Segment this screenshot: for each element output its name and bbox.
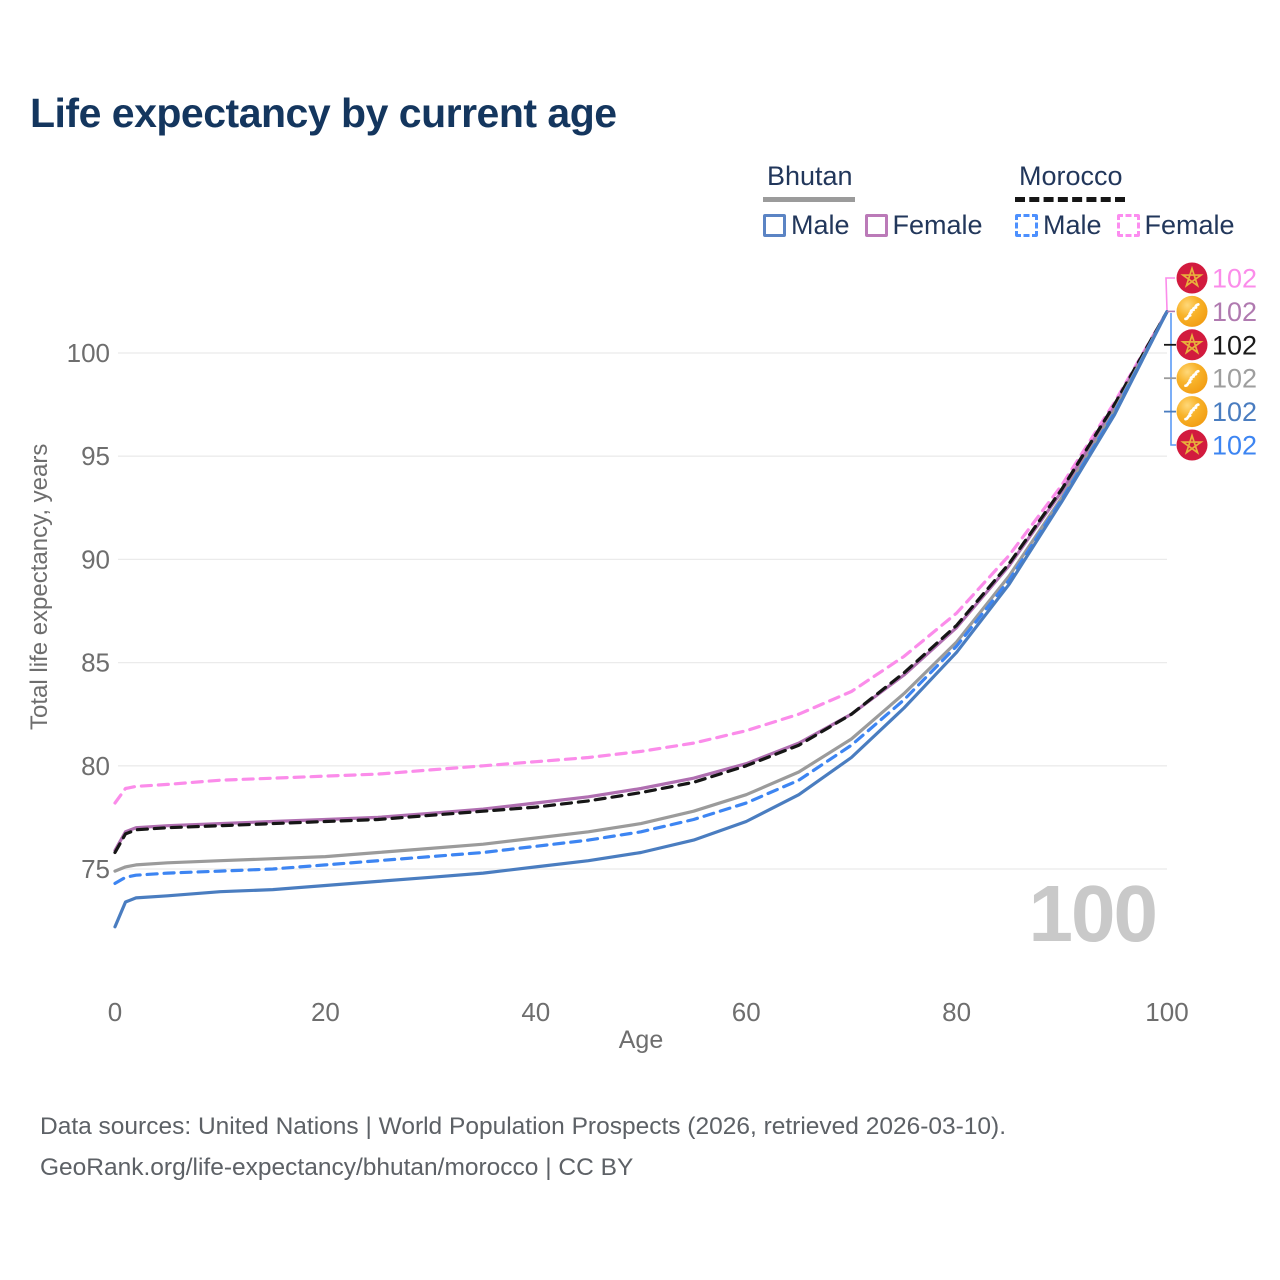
series-line-bhutan-male (113, 310, 1169, 929)
footer-data-sources: Data sources: United Nations | World Pop… (40, 1113, 1007, 1140)
leader-morocco-male (1170, 313, 1176, 446)
series-line-morocco (113, 310, 1169, 855)
legend-morocco-title: Morocco (1019, 161, 1123, 191)
page-title: Life expectancy by current age (30, 90, 617, 136)
flag-badge-morocco-icon (1176, 262, 1208, 294)
endpoint-label: 102 (1212, 264, 1257, 294)
legend: Bhutan Male Female Morocco Male (0, 161, 1280, 251)
endpoint-label: 102 (1212, 330, 1257, 360)
footer: Data sources: United Nations | World Pop… (40, 1106, 1006, 1188)
legend-item-bhutan-male[interactable]: Male (763, 210, 850, 241)
flag-badge-bhutan-icon (1176, 396, 1208, 428)
legend-bhutan-male-label: Male (791, 210, 850, 240)
legend-morocco-header[interactable]: Morocco (1015, 161, 1125, 202)
legend-morocco-female-label: Female (1144, 210, 1235, 240)
legend-bhutan-row: Male Female (763, 210, 983, 241)
y-tick-label: 100 (67, 338, 110, 368)
y-tick-label: 95 (81, 441, 110, 471)
legend-bhutan-title: Bhutan (767, 161, 853, 191)
x-axis-title: Age (618, 1026, 664, 1054)
legend-item-morocco-female[interactable]: Female (1116, 210, 1235, 241)
morocco-male-swatch-icon (1015, 214, 1038, 237)
legend-item-morocco-male[interactable]: Male (1015, 210, 1102, 241)
x-tick-label: 100 (1145, 997, 1188, 1027)
legend-morocco-male-label: Male (1043, 210, 1102, 240)
bhutan-male-swatch-icon (763, 214, 786, 237)
series-line-bhutan-female (113, 310, 1169, 853)
series-line-bhutan (113, 310, 1169, 873)
bhutan-female-swatch-icon (864, 214, 888, 237)
legend-bhutan-female-label: Female (892, 210, 983, 240)
leader-morocco-female (1165, 277, 1175, 311)
x-tick-label: 60 (732, 997, 761, 1027)
y-tick-label: 80 (81, 751, 110, 781)
legend-group-bhutan: Bhutan Male Female (763, 161, 983, 241)
legend-bhutan-header[interactable]: Bhutan (763, 161, 855, 202)
flag-badge-bhutan-icon (1176, 362, 1208, 394)
endpoint-label: 102 (1212, 297, 1257, 327)
series-line-morocco-female (113, 310, 1169, 805)
age-counter-watermark: 100 (1028, 869, 1158, 958)
footer-attribution: GeoRank.org/life-expectancy/bhutan/moroc… (40, 1154, 634, 1181)
flag-badge-bhutan-icon (1176, 295, 1208, 327)
flag-badge-morocco-icon (1176, 429, 1208, 461)
endpoint-label: 102 (1212, 364, 1257, 394)
x-tick-label: 40 (521, 997, 550, 1027)
endpoint-label: 102 (1212, 397, 1257, 427)
legend-morocco-row: Male Female (1015, 210, 1235, 241)
x-tick-label: 80 (942, 997, 971, 1027)
flag-badge-morocco-icon (1176, 329, 1208, 361)
x-tick-label: 20 (311, 997, 340, 1027)
morocco-female-swatch-icon (1116, 214, 1140, 237)
legend-item-bhutan-female[interactable]: Female (864, 210, 983, 241)
endpoint-label: 102 (1212, 431, 1257, 461)
y-tick-label: 85 (81, 648, 110, 678)
x-tick-label: 0 (108, 997, 122, 1027)
legend-group-morocco: Morocco Male Female (1015, 161, 1235, 241)
y-tick-label: 75 (81, 854, 110, 884)
series-line-morocco-male (113, 310, 1169, 886)
y-tick-label: 90 (81, 544, 110, 574)
